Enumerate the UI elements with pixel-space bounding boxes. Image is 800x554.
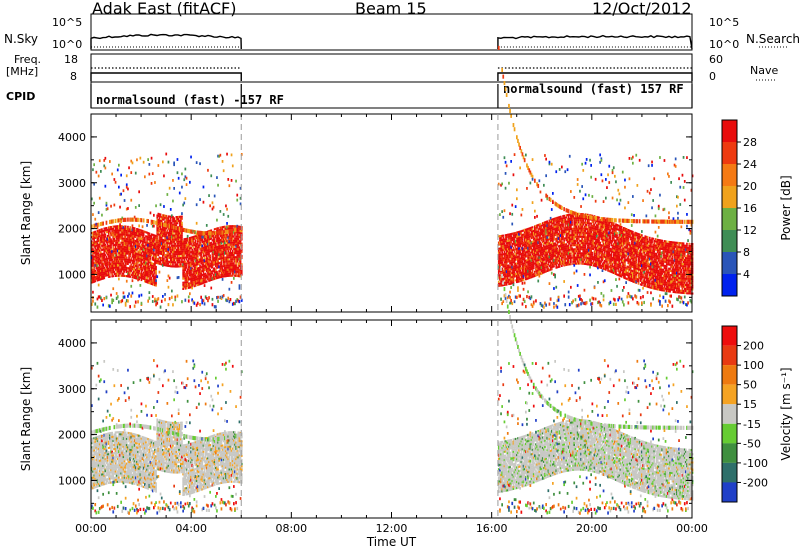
nsky-tick-bottom: 10^0: [52, 38, 83, 51]
power-panel: 1000 2000 3000 4000 Slant Range [km] 4 8 12 16 20…: [19, 45, 793, 313]
velocity-colorbar-swatch: [722, 482, 737, 502]
nsky-label: N.Sky: [4, 32, 39, 46]
power-cells: [91, 45, 694, 309]
xtick-label: 20:00: [576, 522, 608, 535]
power-colorbar-swatch: [722, 120, 737, 142]
velocity-colorbar-swatch: [722, 345, 737, 366]
xtick-label: 16:00: [476, 522, 508, 535]
xtick-label: 08:00: [275, 522, 307, 535]
nsky-tick-top: 10^5: [52, 16, 83, 29]
power-colorbar-tick: 8: [743, 246, 750, 259]
velocity-colorbar-tick: 50: [743, 379, 757, 392]
cpid-segment-1: normalsound (fast) -157 RF: [96, 93, 284, 107]
power-ytick-label: 3000: [58, 177, 86, 190]
power-colorbar-swatch: [722, 274, 737, 296]
xlabel: Time UT: [366, 535, 417, 549]
velocity-colorbar-swatch: [722, 423, 737, 444]
cpid-panel: [90, 81, 693, 109]
power-colorbar-tick: 12: [743, 224, 757, 237]
power-ytick-label: 2000: [58, 223, 86, 236]
freq-panel: [90, 53, 693, 83]
velocity-colorbar-tick: -50: [743, 437, 761, 450]
nsky-trace: [90, 33, 242, 50]
velocity-colorbar-label: Velocity [m s⁻¹]: [779, 367, 793, 460]
velocity-ytick-label: 3000: [58, 383, 86, 396]
nave-tick-bottom: 0: [709, 70, 716, 83]
velocity-colorbar-tick: 15: [743, 398, 757, 411]
freq-trace: [497, 72, 693, 81]
power-colorbar-swatch: [722, 252, 737, 274]
freq-trace: [90, 72, 242, 81]
power-colorbar-tick: 4: [743, 268, 750, 281]
power-ylabel: Slant Range [km]: [19, 161, 33, 265]
velocity-colorbar-tick: 100: [743, 359, 764, 372]
nsearch-tick-bottom: 10^0: [709, 38, 740, 51]
cpid-segment-2: normalsound (fast) 157 RF: [503, 82, 684, 96]
power-colorbar-tick: 24: [743, 158, 757, 171]
velocity-ytick-label: 2000: [58, 429, 86, 442]
nave-tick-top: 60: [709, 53, 723, 66]
velocity-colorbar-swatch: [722, 365, 737, 385]
freq-tick-bottom: 8: [70, 70, 77, 83]
xtick-label: 04:00: [175, 522, 207, 535]
velocity-colorbar-swatch: [722, 384, 737, 405]
nsearch-label: N.Search: [746, 32, 800, 46]
xtick-label: 12:00: [376, 522, 408, 535]
power-colorbar-tick: 28: [743, 136, 757, 149]
velocity-colorbar-swatch: [722, 462, 737, 483]
velocity-colorbar-swatch: [722, 326, 737, 346]
nsky-trace: [497, 34, 693, 50]
velocity-colorbar: 200 100 50 15 -15 -50 -100 -200 Velocity [m s⁻¹]: [721, 325, 793, 503]
nsky-panel: [90, 13, 693, 51]
velocity-frame: [90, 319, 693, 519]
power-colorbar-swatch: [722, 142, 737, 164]
power-colorbar-label: Power [dB]: [779, 175, 793, 240]
xtick-label: 00:00: [676, 522, 708, 535]
power-colorbar: 4 8 12 16 20 24 28 Power [dB]: [721, 119, 793, 297]
power-colorbar-tick: 20: [743, 180, 757, 193]
power-ytick-label: 1000: [58, 268, 86, 281]
velocity-colorbar-swatch: [722, 443, 737, 463]
velocity-colorbar-tick: -100: [743, 457, 768, 470]
velocity-panel: 1000 2000 3000 4000 Slant Range [km] 00:00 04:…: [19, 266, 793, 549]
freq-label-1: Freq.: [14, 53, 42, 66]
power-colorbar-swatch: [722, 208, 737, 230]
cpid-label: CPID: [6, 90, 36, 103]
cpid-bracket: [497, 84, 693, 108]
xtick-label: 00:00: [75, 522, 107, 535]
velocity-ytick-label: 4000: [58, 337, 86, 350]
velocity-colorbar-tick: 200: [743, 340, 764, 353]
power-colorbar-tick: 16: [743, 202, 757, 215]
power-colorbar-swatch: [722, 186, 737, 208]
velocity-colorbar-tick: -200: [743, 476, 768, 489]
power-colorbar-swatch: [722, 164, 737, 186]
velocity-colorbar-frame: [721, 325, 738, 503]
velocity-ytick-label: 1000: [58, 474, 86, 487]
power-colorbar-swatch: [722, 230, 737, 252]
velocity-colorbar-tick: -15: [743, 418, 761, 431]
velocity-cells: [91, 266, 694, 515]
nave-label: Nave: [750, 64, 779, 77]
freq-label-2: [MHz]: [6, 65, 39, 78]
freq-tick-top: 18: [64, 53, 78, 66]
velocity-ylabel: Slant Range [km]: [19, 367, 33, 471]
velocity-colorbar-swatch: [722, 404, 737, 424]
power-ytick-label: 4000: [58, 131, 86, 144]
cpid-bracket: [90, 84, 242, 108]
nsearch-tick-top: 10^5: [709, 16, 740, 29]
